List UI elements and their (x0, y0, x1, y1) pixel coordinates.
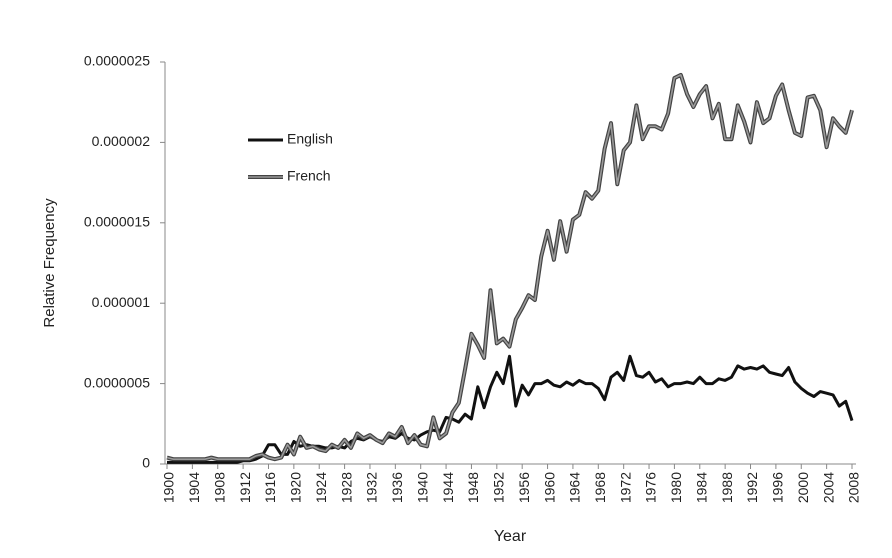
x-tick-label: 1960 (541, 472, 557, 503)
x-tick-label: 1988 (719, 472, 735, 503)
legend-label: French (287, 168, 331, 184)
x-tick-label: 1932 (364, 472, 380, 503)
x-tick-label: 1904 (186, 472, 202, 503)
x-tick-label: 1924 (313, 472, 329, 503)
line (166, 72, 854, 462)
y-tick-label: 0.000002 (92, 133, 151, 149)
x-tick-label: 1972 (617, 472, 633, 503)
x-tick-label: 1968 (592, 472, 608, 503)
x-tick-label: 1952 (491, 472, 507, 503)
x-tick-label: 1928 (338, 472, 354, 503)
line (167, 354, 854, 464)
x-tick-label: 1900 (161, 472, 177, 503)
y-tick-label: 0.000001 (92, 294, 151, 310)
x-tick-label: 2008 (846, 472, 862, 503)
x-tick-label: 1956 (516, 472, 532, 503)
x-tick-label: 1908 (211, 472, 227, 503)
y-tick-label: 0.0000025 (84, 53, 150, 69)
legend-label: English (287, 131, 333, 147)
x-tick-label: 1916 (262, 472, 278, 503)
x-tick-label: 1996 (770, 472, 786, 503)
y-tick-label: 0 (142, 455, 150, 471)
x-tick-label: 2000 (795, 472, 811, 503)
x-tick-label: 1948 (465, 472, 481, 503)
x-tick-label: 1936 (389, 472, 405, 503)
y-tick-label: 0.0000005 (84, 374, 150, 390)
x-axis-title: Year (494, 528, 527, 545)
x-tick-label: 1964 (567, 472, 583, 503)
x-tick-label: 2004 (820, 472, 836, 503)
x-tick-label: 1984 (693, 472, 709, 503)
x-tick-label: 1944 (440, 472, 456, 503)
x-tick-label: 1920 (288, 472, 304, 503)
x-tick-label: 1912 (237, 472, 253, 503)
x-tick-label: 1940 (414, 472, 430, 503)
y-axis-title: Relative Frequency (41, 198, 58, 328)
x-tick-label: 1992 (744, 472, 760, 503)
y-tick-label: 0.0000015 (84, 214, 150, 230)
x-tick-label: 1980 (668, 472, 684, 503)
line-inner (166, 74, 853, 460)
x-tick-label: 1976 (643, 472, 659, 503)
